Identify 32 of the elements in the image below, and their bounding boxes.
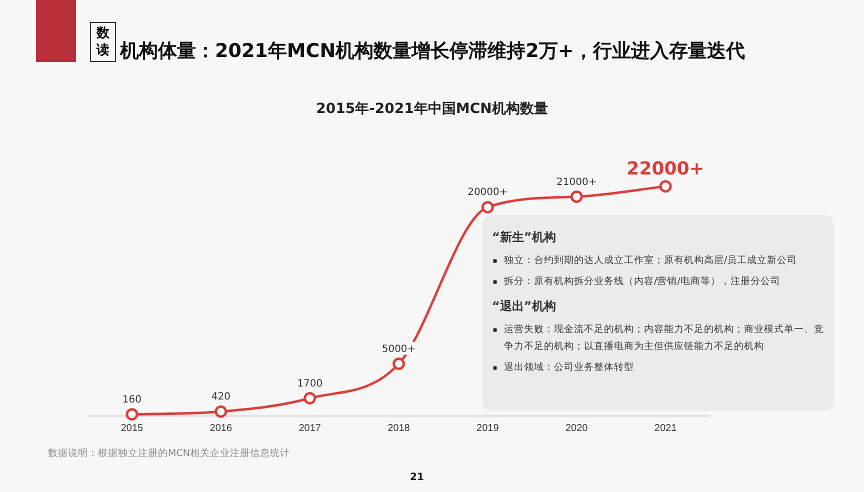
point <box>659 180 672 193</box>
text: 21 <box>410 472 424 483</box>
annotation: 拆分：原有机构拆分业务线（内容/营销/电商等），注册分公司 <box>504 275 782 289</box>
chart-title: 机构体量：2021年MCN机构数量增长停滞维持2万+，行业进入存量迭代 <box>120 39 745 64</box>
chart-subtitle: 2015年-2021年中国MCN机构数量 <box>315 100 549 118</box>
data-label: 420 <box>211 392 230 403</box>
text: 数读 <box>90 22 116 62</box>
point <box>570 190 583 204</box>
point <box>304 392 316 404</box>
point <box>481 200 494 214</box>
x-tick-label: 2019 <box>476 422 500 434</box>
data-label: 21000+ <box>556 176 597 188</box>
x-tick-label: 2020 <box>565 422 588 434</box>
point <box>392 358 405 370</box>
annotation: “新生”机构 <box>492 229 557 246</box>
text: 数据说明：根据独立注册的MCN相关企业注册信息统计 <box>48 447 290 460</box>
data-label: 160 <box>122 394 142 406</box>
annotation: 退出领域：公司业务整体转型 <box>504 361 635 375</box>
x-tick-label: 2016 <box>210 422 232 434</box>
x-tick-label: 2017 <box>298 422 322 434</box>
data-label: 1700 <box>297 378 323 390</box>
annotation: “退出”机构 <box>492 298 557 315</box>
x-tick-label: 2021 <box>654 422 678 434</box>
data-label: 20000+ <box>468 187 508 198</box>
data-label: 22000+ <box>626 158 704 180</box>
point <box>126 408 138 421</box>
x-tick-label: 2018 <box>388 422 410 434</box>
annotation: 独立：合约到期的达人成立工作室；原有机构高层/员工成立新公司 <box>504 254 798 268</box>
point <box>214 405 228 418</box>
data-label: 5000+ <box>382 344 416 355</box>
annotation: 运营失败：现金流不足的机构；内容能力不足的机构；商业模式单一、竞争力不足的机构；以直播电商为主但供应链能力不足的机构 <box>504 323 824 354</box>
x-tick-label: 2015 <box>120 422 144 434</box>
